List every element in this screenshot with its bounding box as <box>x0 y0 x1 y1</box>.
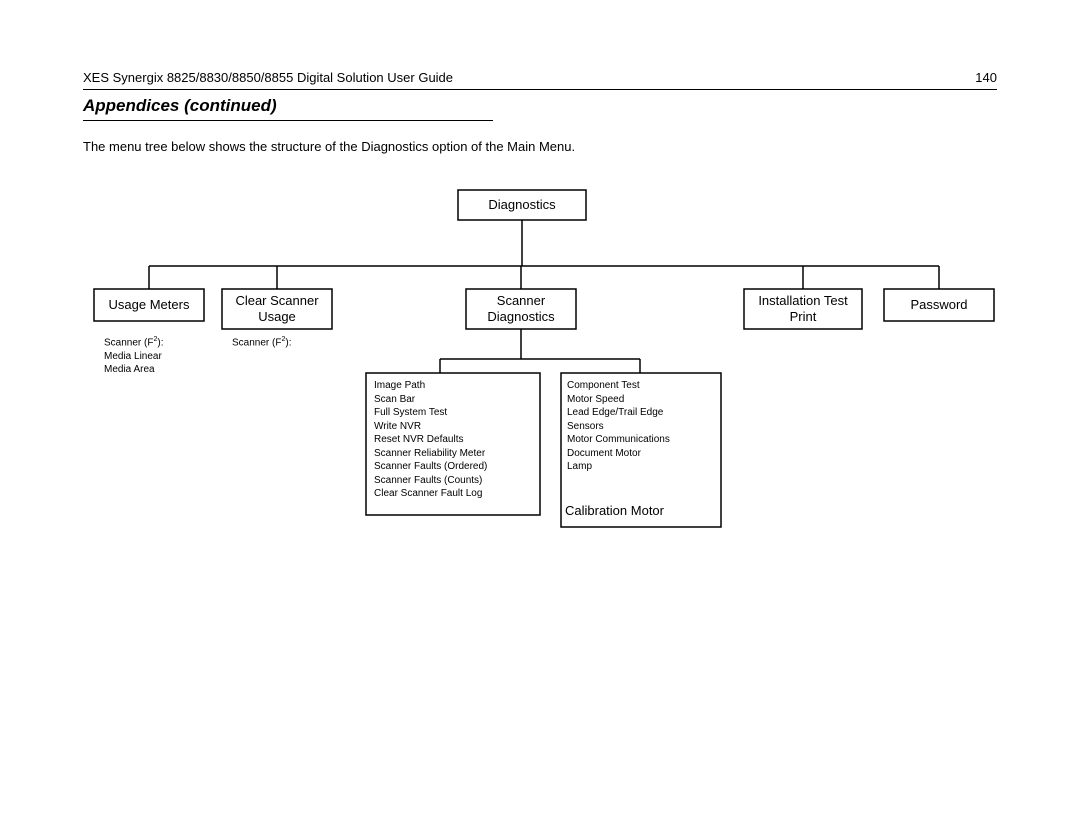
node-installation-test-print: Installation TestPrint <box>744 289 862 329</box>
node-password: Password <box>884 289 994 321</box>
menu-tree-diagram <box>0 0 1080 834</box>
clear-scanner-details: Scanner (F2): <box>232 335 291 350</box>
page: XES Synergix 8825/8830/8850/8855 Digital… <box>0 0 1080 834</box>
calibration-motor-label: Calibration Motor <box>565 503 664 518</box>
node-diagnostics: Diagnostics <box>458 190 586 220</box>
scanner-diag-list-left: Image PathScan BarFull System TestWrite … <box>374 379 487 501</box>
node-scanner-diagnostics: ScannerDiagnostics <box>466 289 576 329</box>
node-usage-meters: Usage Meters <box>94 289 204 321</box>
usage-meters-details: Scanner (F2):Media LinearMedia Area <box>104 335 163 377</box>
scanner-diag-list-right: Component Test Motor Speed Lead Edge/Tra… <box>567 379 670 474</box>
node-clear-scanner-usage: Clear ScannerUsage <box>222 289 332 329</box>
